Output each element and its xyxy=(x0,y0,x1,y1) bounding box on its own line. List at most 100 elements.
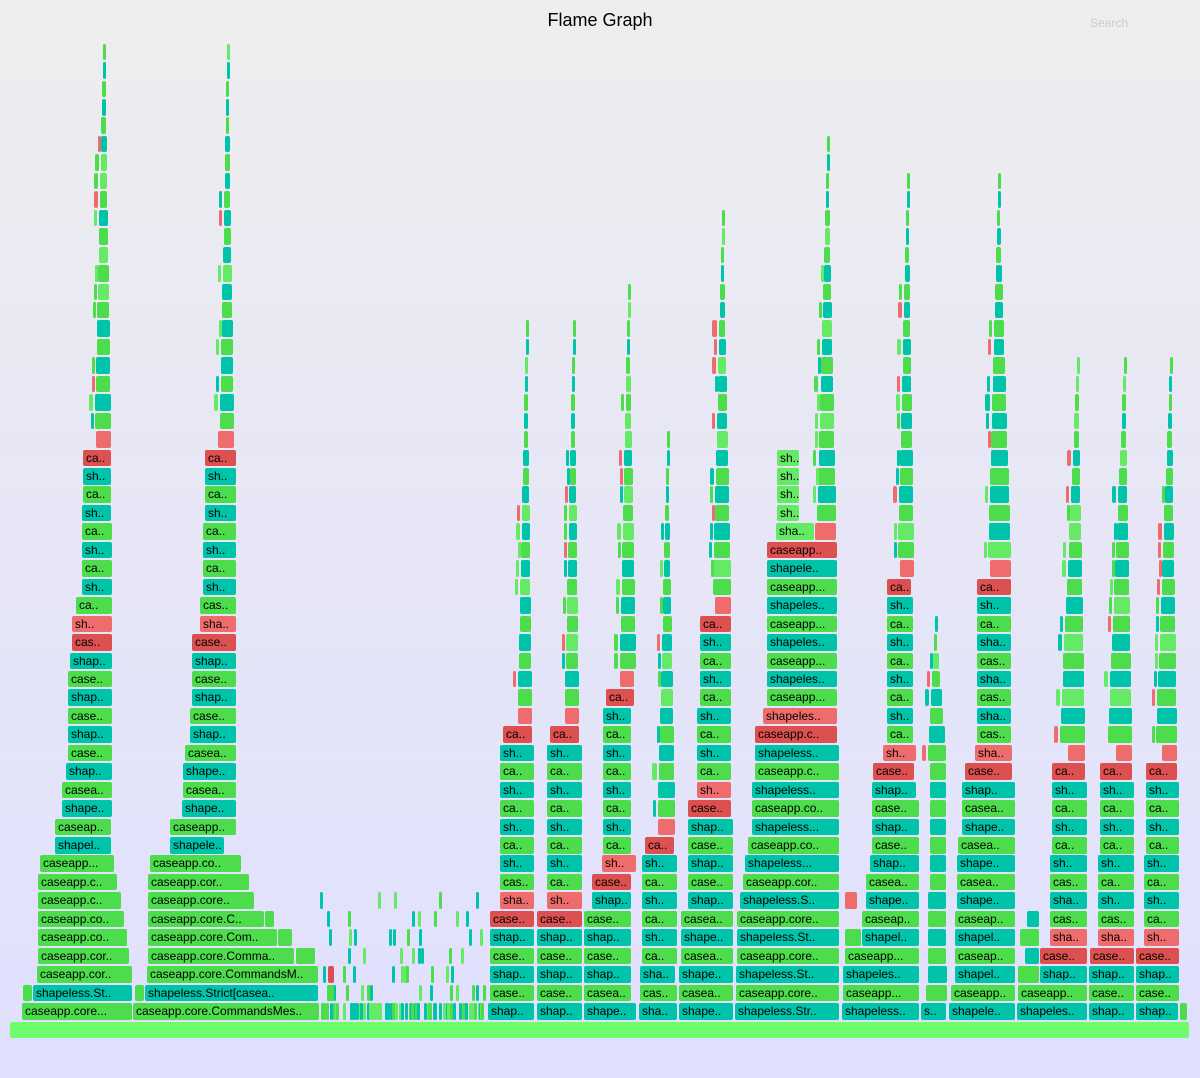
flame-frame[interactable] xyxy=(992,375,1006,393)
flame-frame[interactable]: sha.. xyxy=(977,707,1011,725)
flame-frame[interactable]: cas.. xyxy=(977,652,1011,669)
flame-frame[interactable] xyxy=(96,357,111,374)
flame-frame[interactable] xyxy=(714,375,718,393)
flame-frame[interactable] xyxy=(710,560,714,577)
flame-frame[interactable]: ca.. xyxy=(1052,763,1085,780)
flame-frame[interactable]: sh.. xyxy=(642,855,677,872)
flame-frame[interactable] xyxy=(986,375,991,393)
flame-frame[interactable]: cas.. xyxy=(977,726,1011,743)
flame-frame[interactable] xyxy=(1110,578,1114,596)
flame-frame[interactable] xyxy=(892,486,898,503)
flame-frame[interactable]: shape.. xyxy=(962,818,1015,836)
flame-frame[interactable] xyxy=(524,394,528,411)
flame-frame[interactable] xyxy=(817,394,821,411)
flame-frame[interactable] xyxy=(928,929,946,946)
flame-frame[interactable]: sh.. xyxy=(547,818,582,836)
flame-frame[interactable]: casea.. xyxy=(962,800,1015,817)
flame-frame[interactable] xyxy=(522,504,530,522)
flame-frame[interactable] xyxy=(900,449,913,467)
flame-frame[interactable] xyxy=(721,246,725,264)
flame-frame[interactable] xyxy=(1161,578,1175,596)
flame-frame[interactable]: ca.. xyxy=(82,523,112,540)
flame-frame[interactable] xyxy=(1065,486,1070,503)
flame-frame[interactable] xyxy=(818,449,835,467)
flame-frame[interactable] xyxy=(95,265,99,282)
flame-frame[interactable]: ca.. xyxy=(1100,837,1134,854)
flame-frame[interactable] xyxy=(1120,449,1127,467)
flame-frame[interactable] xyxy=(565,670,579,688)
flame-frame[interactable]: ca.. xyxy=(700,615,731,633)
flame-frame[interactable] xyxy=(816,338,820,356)
flame-frame[interactable] xyxy=(657,670,661,688)
flame-frame[interactable] xyxy=(665,504,670,522)
flame-frame[interactable] xyxy=(520,560,531,577)
flame-frame[interactable] xyxy=(897,375,901,393)
flame-frame[interactable] xyxy=(390,1003,393,1020)
flame-frame[interactable] xyxy=(456,910,459,928)
flame-frame[interactable] xyxy=(1151,689,1156,706)
flame-frame[interactable]: caseapp... xyxy=(767,689,837,706)
flame-frame[interactable] xyxy=(925,689,929,706)
flame-frame[interactable] xyxy=(617,523,621,540)
flame-frame[interactable]: ca.. xyxy=(83,486,111,503)
flame-frame[interactable] xyxy=(930,763,946,780)
flame-frame[interactable] xyxy=(406,966,409,983)
flame-frame[interactable]: sh.. xyxy=(500,781,534,799)
flame-frame[interactable]: sh.. xyxy=(1100,781,1134,799)
flame-frame[interactable] xyxy=(628,283,631,300)
flame-frame[interactable]: ca.. xyxy=(1146,763,1177,780)
flame-frame[interactable] xyxy=(1115,560,1129,577)
flame-frame[interactable] xyxy=(815,523,836,540)
flame-frame[interactable] xyxy=(1071,486,1081,503)
flame-frame[interactable] xyxy=(563,504,567,522)
flame-frame[interactable] xyxy=(715,486,729,503)
flame-frame[interactable] xyxy=(93,172,99,190)
flame-frame[interactable]: ca.. xyxy=(500,763,534,780)
flame-frame[interactable] xyxy=(1112,615,1130,633)
flame-frame[interactable] xyxy=(826,172,829,190)
flame-frame[interactable]: cas.. xyxy=(1098,910,1134,928)
flame-frame[interactable]: ca.. xyxy=(887,726,913,743)
flame-frame[interactable]: shap.. xyxy=(584,966,631,983)
flame-frame[interactable] xyxy=(712,320,718,337)
flame-frame[interactable] xyxy=(658,818,675,836)
flame-frame[interactable] xyxy=(825,191,830,208)
flame-frame[interactable] xyxy=(711,357,717,374)
flame-frame[interactable] xyxy=(567,468,571,485)
flame-frame[interactable] xyxy=(419,929,422,946)
flame-frame[interactable] xyxy=(997,209,1001,227)
flame-frame[interactable]: caseapp... xyxy=(40,855,114,872)
flame-frame[interactable] xyxy=(622,541,634,559)
flame-frame[interactable] xyxy=(224,172,231,190)
flame-frame[interactable] xyxy=(443,1003,446,1020)
flame-frame[interactable] xyxy=(525,357,529,374)
flame-frame[interactable]: shapele.. xyxy=(767,560,837,577)
flame-frame[interactable] xyxy=(481,1003,484,1020)
flame-frame[interactable] xyxy=(370,984,373,1002)
flame-frame[interactable] xyxy=(819,431,835,448)
flame-frame[interactable] xyxy=(820,265,824,282)
flame-frame[interactable] xyxy=(99,191,108,208)
flame-frame[interactable]: ca.. xyxy=(500,800,534,817)
flame-frame[interactable] xyxy=(1065,615,1083,633)
flame-frame[interactable]: sh.. xyxy=(547,855,582,872)
flame-frame[interactable]: shape.. xyxy=(62,800,112,817)
flame-frame[interactable] xyxy=(418,947,421,965)
flame-frame[interactable] xyxy=(1117,504,1128,522)
flame-frame[interactable] xyxy=(1108,597,1112,614)
flame-frame[interactable] xyxy=(621,597,635,614)
flame-frame[interactable] xyxy=(1025,947,1039,965)
flame-frame[interactable] xyxy=(525,338,529,356)
flame-frame[interactable] xyxy=(372,1003,375,1020)
flame-frame[interactable]: sha.. xyxy=(977,634,1011,651)
flame-frame[interactable]: caseapp.core.. xyxy=(736,984,839,1002)
flame-frame[interactable]: sh.. xyxy=(547,892,582,909)
flame-frame[interactable] xyxy=(990,449,1008,467)
flame-frame[interactable] xyxy=(622,523,634,540)
flame-frame[interactable] xyxy=(517,504,521,522)
flame-frame[interactable] xyxy=(97,135,101,153)
flame-frame[interactable] xyxy=(985,412,990,430)
flame-frame[interactable] xyxy=(990,468,1009,485)
flame-frame[interactable] xyxy=(336,1003,339,1020)
flame-frame[interactable]: sh.. xyxy=(977,597,1011,614)
